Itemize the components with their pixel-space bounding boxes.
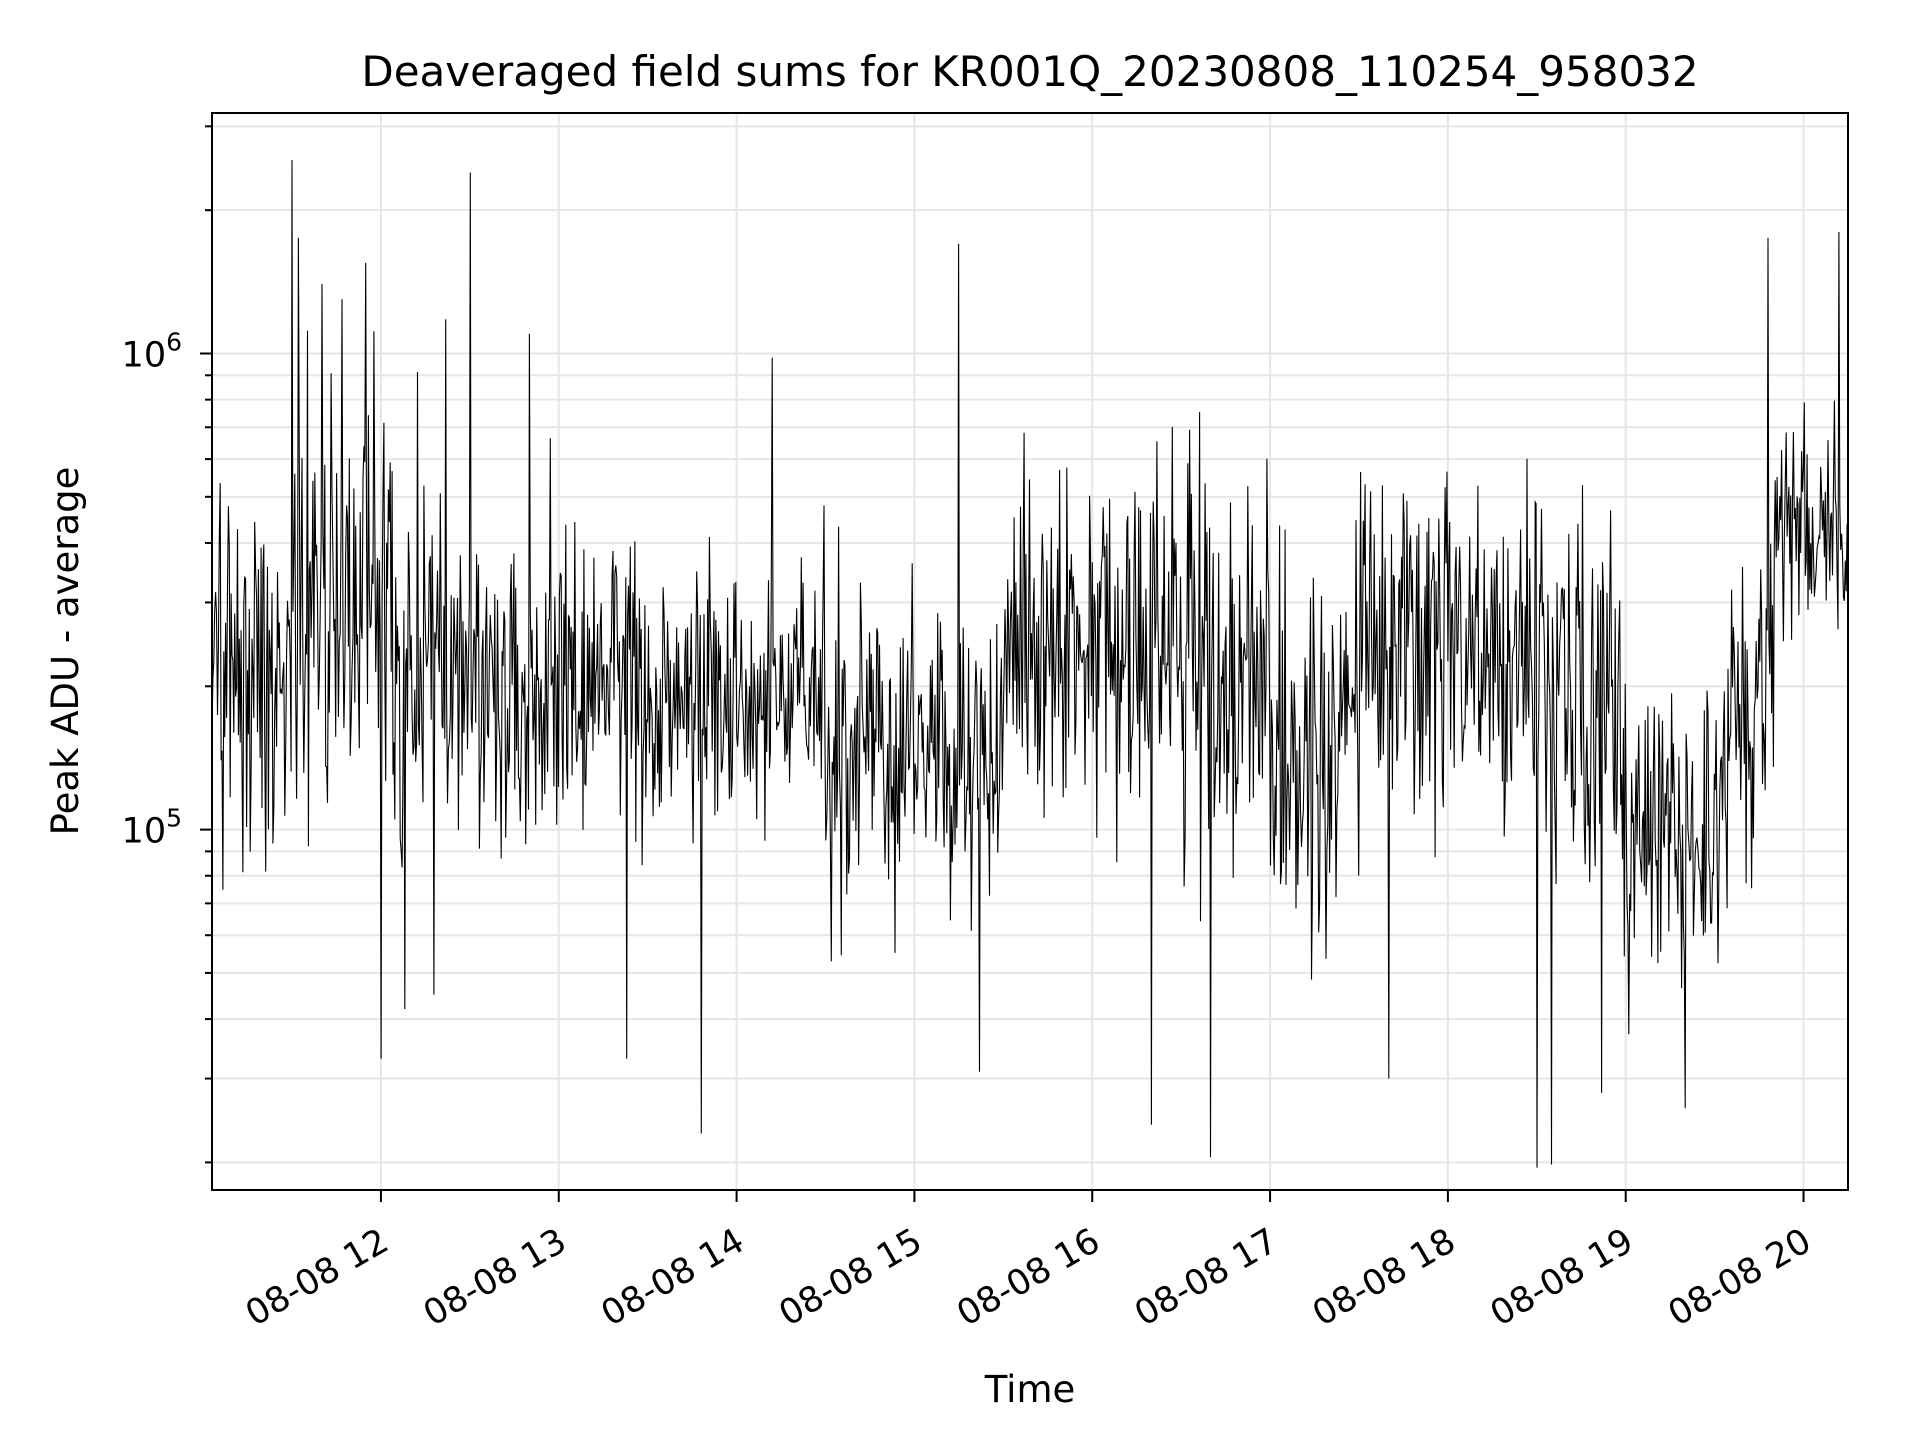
series-line	[211, 159, 1849, 1168]
y-axis-label: Peak ADU - average	[44, 467, 87, 836]
plot-frame	[211, 112, 1849, 1191]
y-axis-ticks: 105 106	[122, 125, 212, 1164]
chart-title: Deaveraged field sums for KR001Q_2023080…	[361, 47, 1698, 96]
series-group	[211, 159, 1849, 1168]
y-tick-label: 106	[122, 328, 182, 376]
x-axis-label: Time	[984, 1368, 1076, 1411]
y-tick-label: 105	[122, 804, 182, 852]
